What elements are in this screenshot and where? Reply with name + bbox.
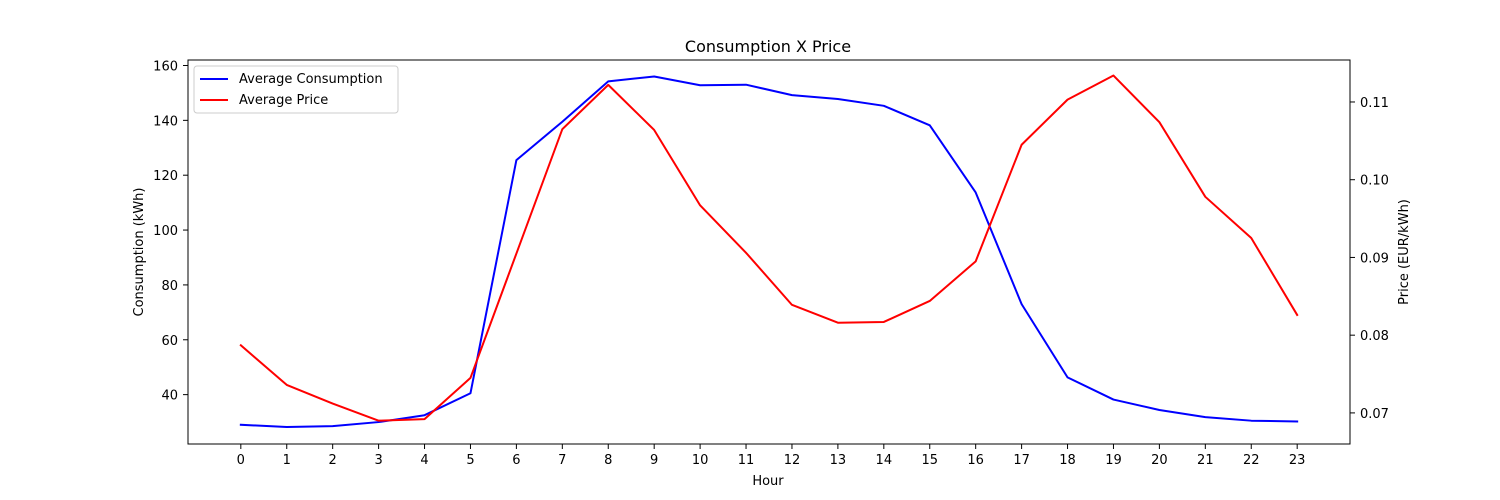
y-axis-right-label: Price (EUR/kWh) (1397, 199, 1412, 305)
y-left-tick-label-60: 60 (161, 334, 178, 349)
y-left-tick-label-100: 100 (153, 224, 178, 239)
y-right-tick-label-0.11: 0.11 (1360, 96, 1389, 111)
x-tick-label-9: 9 (650, 453, 658, 468)
x-axis: 0 1 2 3 4 5 6 7 8 9 10 11 12 13 14 15 16 17 18 19 20 21 22 23 (237, 444, 1306, 468)
y-right-tick-label-0.08: 0.08 (1360, 329, 1389, 344)
y-left-tick-label-160: 160 (153, 59, 178, 74)
x-tick-label-12: 12 (784, 453, 801, 468)
x-tick-label-5: 5 (466, 453, 474, 468)
x-tick-label-13: 13 (830, 453, 847, 468)
x-tick-label-23: 23 (1289, 453, 1306, 468)
x-tick-label-16: 16 (967, 453, 984, 468)
x-tick-label-17: 17 (1013, 453, 1030, 468)
x-tick-label-19: 19 (1105, 453, 1122, 468)
x-tick-label-6: 6 (512, 453, 520, 468)
y-right-tick-label-0.09: 0.09 (1360, 251, 1389, 266)
series-layer (239, 74, 1299, 428)
x-tick-label-15: 15 (921, 453, 938, 468)
x-tick-label-18: 18 (1059, 453, 1076, 468)
x-axis-label: Hour (752, 474, 784, 489)
y-left-tick-label-80: 80 (161, 279, 178, 294)
series-line-price (239, 74, 1299, 422)
y-left-tick-label-120: 120 (153, 169, 178, 184)
series-line-consumption (239, 75, 1299, 428)
plot-frame (187, 59, 1351, 445)
y-right-tick-label-0.07: 0.07 (1360, 407, 1389, 422)
x-tick-label-22: 22 (1243, 453, 1260, 468)
x-tick-label-7: 7 (558, 453, 566, 468)
legend: Average Consumption Average Price (193, 65, 399, 114)
x-tick-label-4: 4 (420, 453, 428, 468)
chart-title: Consumption X Price (685, 37, 851, 56)
x-tick-label-3: 3 (374, 453, 382, 468)
y-left-tick-label-40: 40 (161, 389, 178, 404)
y-axis-right: 0.07 0.08 0.09 0.10 0.11 (1350, 96, 1389, 422)
x-tick-label-10: 10 (692, 453, 709, 468)
x-tick-label-2: 2 (329, 453, 337, 468)
x-tick-label-1: 1 (283, 453, 291, 468)
y-axis-left: 40 60 80 100 120 140 160 (153, 59, 188, 404)
legend-label-price: Average Price (239, 93, 328, 108)
x-tick-label-0: 0 (237, 453, 245, 468)
x-tick-label-8: 8 (604, 453, 612, 468)
legend-box (193, 65, 399, 114)
x-tick-label-21: 21 (1197, 453, 1214, 468)
y-axis-left-label: Consumption (kWh) (132, 188, 147, 317)
x-tick-label-14: 14 (876, 453, 893, 468)
y-left-tick-label-140: 140 (153, 114, 178, 129)
legend-label-consumption: Average Consumption (239, 72, 383, 87)
y-right-tick-label-0.10: 0.10 (1360, 174, 1389, 189)
x-tick-label-20: 20 (1151, 453, 1168, 468)
x-tick-label-11: 11 (738, 453, 755, 468)
